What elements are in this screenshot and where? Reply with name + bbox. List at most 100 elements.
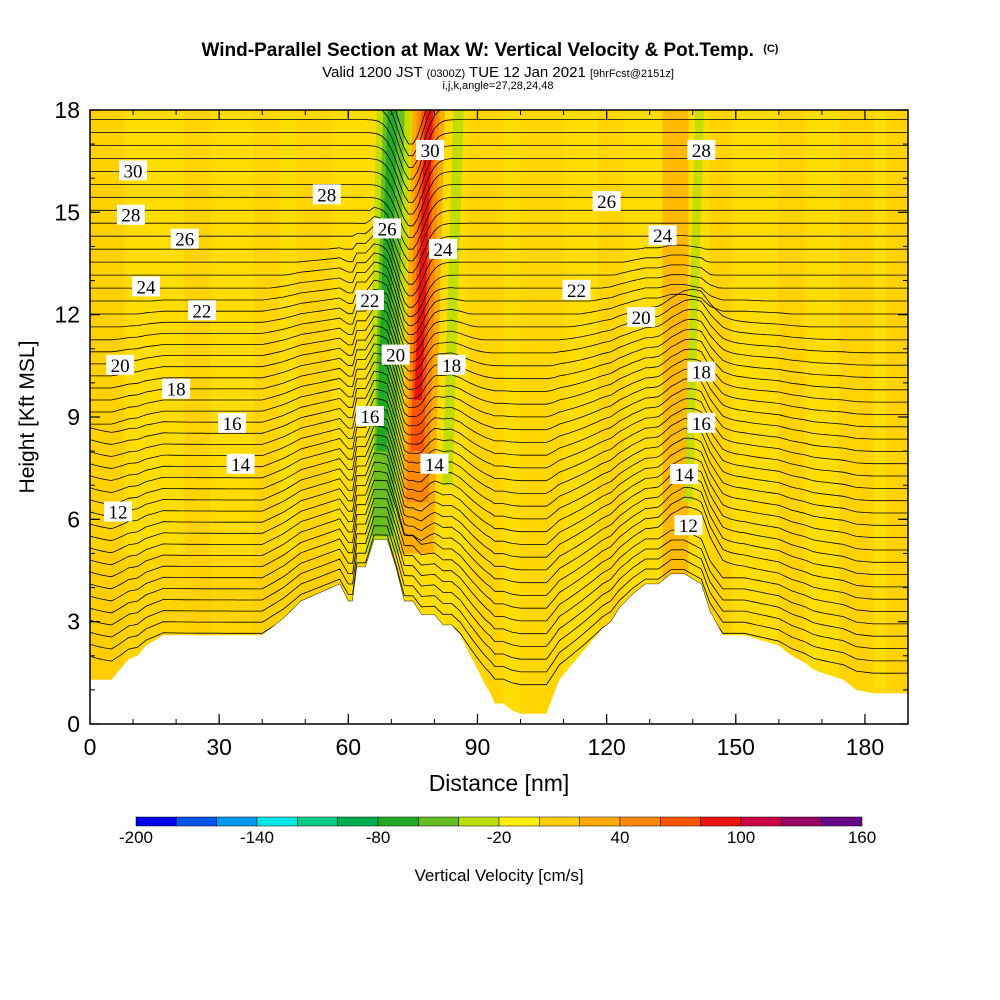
theta-contour: [90, 252, 908, 317]
colorbar-swatch: [821, 816, 863, 827]
contour-label-text: 12: [108, 503, 127, 524]
theta-contour: [90, 132, 908, 192]
contour-label-box: [218, 412, 247, 433]
velocity-band: [709, 110, 732, 724]
contour-label-box: [312, 184, 341, 205]
theta-contour: [90, 261, 908, 326]
x-axis-label: Distance [nm]: [429, 770, 570, 796]
contour-label-text: 24: [653, 226, 673, 247]
x-tick-label: 90: [465, 734, 491, 760]
chart-title: Wind-Parallel Section at Max W: Vertical…: [202, 40, 754, 61]
contour-label-box: [131, 276, 160, 297]
x-tick-label: 150: [717, 734, 755, 760]
x-tick-label: 120: [587, 734, 625, 760]
contour-label: 14: [670, 463, 699, 486]
theta-contour: [90, 507, 908, 635]
theta-contour: [90, 434, 908, 533]
colorbar-swatch: [660, 816, 701, 827]
theta-contour: [90, 334, 908, 399]
contour-label-text: 18: [692, 363, 711, 384]
contour-label-box: [687, 412, 716, 433]
y-tick-label: 3: [67, 609, 80, 635]
colorbar-swatch: [781, 816, 822, 827]
colorbar-label: Vertical Velocity [cm/s]: [414, 866, 583, 885]
contour-label-box: [416, 139, 445, 160]
x-tick-label: 180: [846, 734, 884, 760]
contour-label-box: [106, 354, 135, 375]
colorbar-swatch: [337, 816, 379, 827]
grid-indices-label: i,j,k,angle=27,28,24,48: [442, 80, 553, 92]
contour-label-text: 22: [360, 291, 379, 312]
plot-area: 30 28 26 24 22 20 18 16 14 12 28 26 22 20 16 30 24 18 14 26…: [90, 110, 908, 724]
contour-label-text: 30: [124, 161, 143, 182]
contour-label-box: [420, 453, 449, 474]
contour-label: 12: [674, 515, 703, 537]
y-tick-label: 6: [67, 506, 80, 532]
colorbar-tick-label: 40: [611, 828, 630, 847]
theta-contour: [90, 407, 908, 494]
contour-label-box: [592, 191, 621, 212]
colorbar-swatch: [579, 816, 621, 827]
y-tick-label: 18: [54, 97, 80, 123]
contour-label: 24: [429, 238, 458, 261]
y-tick-label: 12: [54, 302, 80, 328]
contour-label-text: 22: [192, 301, 211, 322]
velocity-band: [886, 110, 908, 724]
contour-label-box: [187, 300, 216, 321]
colorbar-swatch: [700, 816, 742, 827]
contour-label: 16: [218, 412, 247, 435]
contour-label: 20: [381, 344, 410, 367]
contour-label: 20: [627, 307, 656, 329]
contour-label: 16: [355, 406, 384, 428]
contour-label-box: [119, 160, 148, 181]
contour-label: 26: [592, 191, 621, 213]
theta-contour: [90, 206, 908, 262]
colorbar-tick-label: 160: [848, 828, 876, 847]
theta-contour: [90, 270, 908, 335]
contour-label-box: [674, 515, 703, 536]
contour-label: 24: [648, 225, 677, 247]
contour-label: 24: [131, 276, 160, 298]
theta-contour: [90, 388, 908, 469]
contour-label: 28: [687, 139, 716, 162]
contour-label-text: 14: [425, 455, 445, 476]
theta-contour: [90, 225, 908, 285]
theta-contour: [90, 352, 908, 418]
theta-contour: [90, 516, 908, 647]
y-tick-label: 15: [54, 199, 80, 225]
contour-label-text: 30: [421, 141, 440, 162]
downdraft-core: [376, 110, 398, 452]
contour-label: 28: [116, 204, 145, 227]
contour-label-box: [648, 225, 677, 246]
contour-label-text: 20: [632, 308, 651, 329]
valid-time-label: Valid 1200 JST: [322, 64, 422, 81]
contour-label-box: [162, 378, 191, 399]
contour-label-text: 26: [378, 219, 397, 240]
contour-label-text: 24: [434, 240, 454, 261]
updraft-core: [414, 110, 434, 400]
theta-contour: [90, 216, 908, 273]
contour-label-text: 20: [386, 346, 405, 367]
theta-contour: [90, 525, 908, 660]
contour-label-box: [355, 406, 384, 426]
theta-contour: [90, 184, 908, 238]
colorbar-swatch: [297, 816, 338, 827]
x-axis: 0 30 60 90 120 150 180: [84, 110, 909, 760]
y-axis-label: Height [Kft MSL]: [16, 341, 39, 494]
contour-label: 20: [106, 354, 135, 377]
contour-label: 26: [170, 228, 199, 251]
contour-label: 16: [687, 412, 716, 435]
svg-text:Wind-Parallel Section at Max W: Wind-Parallel Section at Max W: Vertical…: [202, 40, 779, 61]
contour-label: 28: [312, 184, 341, 206]
contour-label-box: [373, 218, 402, 239]
contour-label-box: [429, 238, 458, 259]
colorbar: -200 -140 -80 -20 40 100 160: [119, 816, 876, 847]
theta-contour: [90, 443, 908, 545]
contour-label: 22: [355, 290, 384, 312]
contour-label: 30: [119, 160, 148, 182]
contour-label-text: 16: [223, 414, 242, 435]
y-tick-label: 0: [67, 711, 80, 737]
theta-contour: [90, 288, 908, 354]
contour-label-text: 28: [317, 185, 336, 206]
theta-contour: [90, 489, 908, 609]
